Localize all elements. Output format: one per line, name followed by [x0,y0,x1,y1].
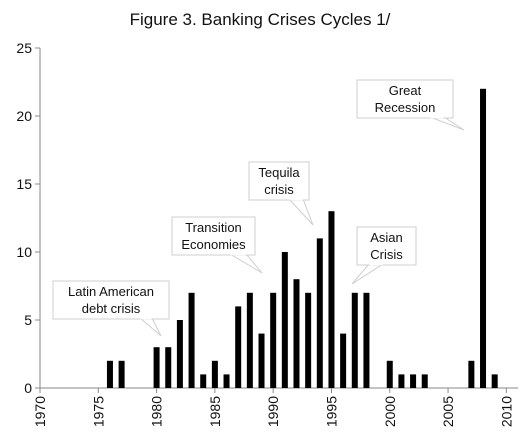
callout-pointer [139,317,162,337]
y-tick-label: 15 [16,176,32,192]
callout-label: debt crisis [82,301,141,316]
bar-1981 [165,347,172,388]
bar-1991 [281,252,288,388]
callout-label: crisis [264,182,294,197]
callout-box [248,161,310,201]
x-tick-label: 2000 [382,396,398,427]
callout-great-recession: Great Recession [356,79,465,131]
y-tick-label: 10 [16,244,32,260]
x-tick-label: 1985 [207,396,223,427]
callout-box [52,280,170,320]
bar-1986 [223,374,230,388]
callout-box [356,226,417,266]
bar-1988 [246,292,253,388]
bar-2001 [398,374,405,388]
bar-1982 [176,320,183,388]
bar-1997 [351,292,358,388]
x-tick-label: 1975 [90,396,106,427]
bar-1985 [211,360,218,388]
y-tick-label: 25 [16,40,32,56]
bar-1989 [258,333,265,388]
bar-1995 [328,211,335,388]
bar-1984 [200,374,207,388]
y-tick-label: 5 [24,312,32,328]
x-tick-label: 2010 [498,396,514,427]
bar-2009 [491,374,498,388]
bar-2008 [480,88,487,389]
bar-1992 [293,279,300,388]
callout-label: Asian [370,230,403,245]
bar-1993 [305,292,312,388]
callout-label: Tequila [258,165,300,180]
bar-1996 [340,333,347,388]
callout-asian: Asian Crisis [351,226,417,285]
y-tick-label: 20 [16,108,32,124]
x-tick-label: 1990 [265,396,281,427]
callout-transition: Transition Economies [171,216,263,274]
callout-box [171,216,256,256]
bar-2007 [468,360,475,388]
x-tick-label: 1995 [323,396,339,427]
callout-pointer [429,116,465,131]
bar-1980 [153,347,160,388]
bar-1976 [106,360,113,388]
y-tick-label: 0 [24,380,32,396]
x-tick-label: 1980 [149,396,165,427]
callout-pointer [351,263,384,285]
bars [106,88,498,389]
callout-pointer [288,198,314,226]
callout-label: Latin American [68,284,154,299]
x-tick-label: 1970 [32,396,48,427]
callout-label: Crisis [370,247,403,262]
bar-1977 [118,360,125,388]
callout-tequila: Tequila crisis [248,161,314,226]
callout-label: Recession [375,100,436,115]
bar-1990 [270,292,277,388]
axes: 0 5 10 15 20 25 1970 1975 1980 1985 1990 1995 2000 20… [16,40,518,427]
callouts: Latin American debt crisis Transition Econo… [52,79,465,337]
bar-2000 [386,360,393,388]
callout-label: Transition [185,220,242,235]
callout-box [356,79,454,119]
bar-1994 [316,238,323,388]
callout-pointer [229,253,263,274]
callout-label: Economies [181,237,246,252]
chart-title: Figure 3. Banking Crises Cycles 1/ [130,10,391,29]
bar-1998 [363,292,370,388]
bar-2003 [421,374,428,388]
callout-label: Great [389,83,422,98]
bar-1987 [235,306,242,388]
callout-latin-american: Latin American debt crisis [52,280,170,337]
x-tick-label: 2005 [440,396,456,427]
bar-2002 [410,374,417,388]
bar-1983 [188,292,195,388]
